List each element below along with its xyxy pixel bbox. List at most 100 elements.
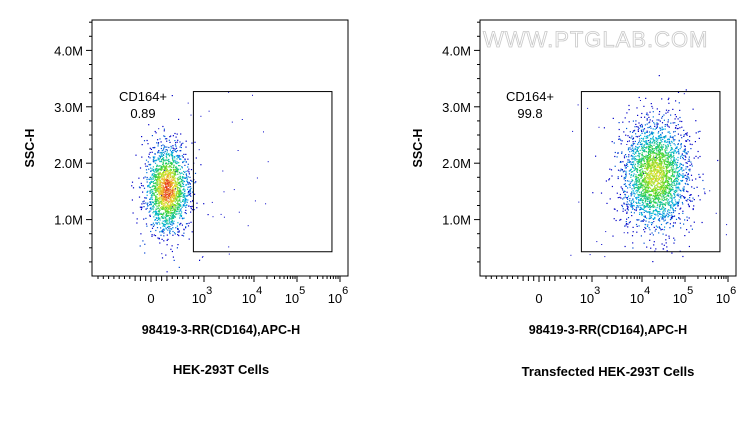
event-dot (138, 196, 141, 198)
event-dot (198, 149, 200, 151)
event-dot (633, 151, 635, 153)
event-dot (659, 144, 661, 146)
event-dot (159, 190, 161, 192)
event-dot (665, 185, 667, 187)
event-dot (177, 210, 179, 213)
event-dot (630, 206, 632, 208)
event-dot (648, 157, 650, 159)
event-dot (649, 119, 651, 121)
event-dot (670, 147, 672, 149)
event-dot (183, 232, 185, 234)
event-dot (172, 145, 174, 147)
event-dot (658, 159, 660, 161)
event-dot (665, 239, 667, 241)
event-dot (632, 131, 634, 133)
event-dot (695, 120, 697, 122)
event-dot (149, 215, 151, 217)
event-dot (669, 183, 671, 185)
event-dot (677, 143, 679, 145)
event-dot (168, 226, 170, 228)
event-dot (643, 157, 645, 159)
event-dot (169, 230, 171, 232)
event-dot (175, 210, 177, 212)
event-dot (673, 191, 675, 193)
event-dot (165, 211, 167, 213)
event-dot (169, 193, 171, 195)
event-dot (674, 127, 677, 129)
event-dot (637, 129, 639, 131)
event-dot (625, 170, 627, 172)
event-dot (659, 161, 661, 163)
event-dot (654, 196, 656, 198)
event-dot (670, 189, 672, 191)
event-dot (630, 202, 632, 204)
event-dot (669, 187, 671, 189)
event-dot (654, 250, 656, 252)
event-dot (173, 170, 175, 172)
event-dot (168, 217, 171, 219)
event-dot (168, 146, 170, 149)
event-dot (138, 177, 140, 179)
event-dot (178, 195, 181, 198)
event-dot (680, 167, 682, 169)
event-dot (634, 140, 636, 142)
event-dot (162, 230, 164, 232)
event-dot (648, 190, 650, 192)
event-dot (651, 173, 653, 175)
event-dot (632, 184, 634, 186)
event-dot (189, 189, 191, 191)
event-dot (159, 213, 161, 215)
event-dot (663, 229, 665, 231)
gate-cd164-positive[interactable] (192, 91, 333, 253)
event-dot (638, 135, 640, 137)
event-dot (633, 173, 635, 175)
event-dot (189, 186, 192, 188)
event-dot (636, 225, 638, 227)
event-dot (167, 160, 170, 162)
event-dot (677, 176, 679, 178)
event-dot (164, 220, 166, 222)
event-dot (663, 206, 665, 209)
event-dot (179, 209, 181, 211)
event-dot (151, 198, 154, 201)
event-dot (663, 173, 665, 175)
event-dot (685, 140, 687, 142)
event-dot (679, 218, 681, 220)
event-dot (185, 199, 187, 201)
event-dot (171, 224, 173, 226)
event-dot (155, 212, 157, 214)
event-dot (170, 171, 172, 173)
event-dot (168, 173, 170, 175)
event-dot (643, 167, 645, 169)
event-dot (154, 203, 156, 205)
event-dot (649, 149, 651, 151)
event-dot (166, 234, 168, 236)
event-dot (643, 194, 645, 196)
event-dot (674, 210, 676, 212)
event-dot (641, 172, 643, 174)
event-dot (668, 195, 670, 197)
event-dot (657, 138, 659, 140)
event-dot (669, 171, 671, 173)
event-dot (184, 189, 186, 191)
event-dot (637, 179, 639, 181)
event-dot (160, 181, 162, 183)
event-dot (598, 126, 600, 128)
event-dot (650, 212, 652, 214)
event-dot (653, 190, 655, 192)
event-dot (688, 206, 690, 208)
event-dot (651, 148, 654, 150)
event-dot (648, 163, 650, 165)
event-dot (146, 181, 148, 183)
event-dot (660, 161, 662, 163)
event-dot (674, 150, 676, 152)
gate-cd164-positive[interactable] (580, 91, 721, 253)
event-dot (639, 212, 641, 214)
event-dot (626, 191, 628, 193)
event-dot (642, 184, 644, 186)
event-dot (665, 141, 667, 143)
event-dot (162, 220, 164, 222)
event-dot (641, 185, 644, 187)
event-dot (188, 168, 190, 170)
event-dot (164, 171, 167, 173)
